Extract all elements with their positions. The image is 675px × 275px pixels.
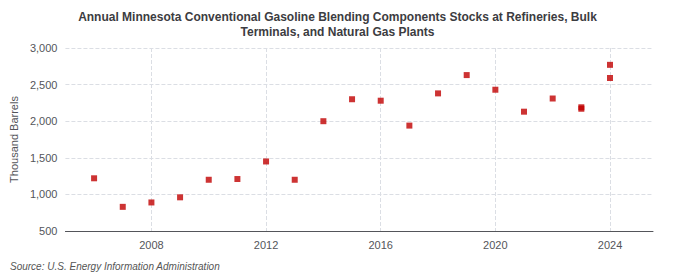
- svg-text:2008: 2008: [139, 239, 163, 251]
- svg-text:2,500: 2,500: [30, 79, 58, 91]
- svg-text:2024: 2024: [598, 239, 622, 251]
- svg-text:2,000: 2,000: [30, 115, 58, 127]
- svg-text:Terminals, and Natural Gas Pla: Terminals, and Natural Gas Plants: [241, 25, 435, 39]
- svg-text:1,000: 1,000: [30, 188, 58, 200]
- svg-text:500: 500: [39, 225, 57, 237]
- svg-text:1,500: 1,500: [30, 152, 58, 164]
- svg-text:3,000: 3,000: [30, 42, 58, 54]
- svg-text:Source: U.S. Energy Informatio: Source: U.S. Energy Information Administ…: [10, 261, 220, 272]
- svg-text:2016: 2016: [368, 239, 392, 251]
- svg-text:Annual Minnesota Conventional: Annual Minnesota Conventional Gasoline B…: [78, 10, 597, 24]
- svg-text:2012: 2012: [254, 239, 278, 251]
- svg-text:Thousand Barrels: Thousand Barrels: [8, 96, 20, 183]
- svg-text:2020: 2020: [483, 239, 507, 251]
